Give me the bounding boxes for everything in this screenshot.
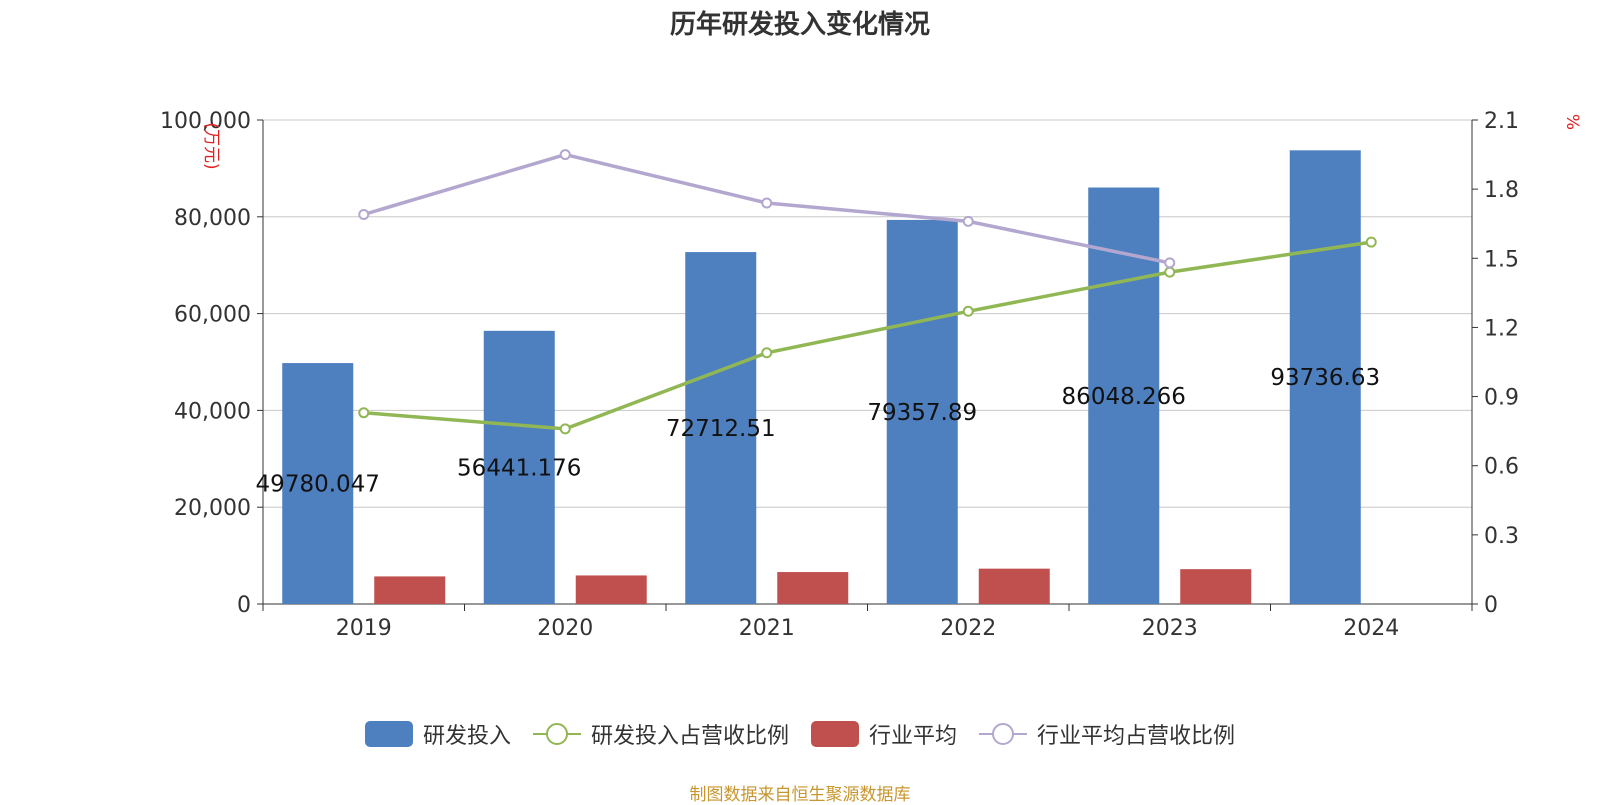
legend-label: 研发投入 <box>422 724 511 749</box>
x-tick-label: 2023 <box>1142 616 1198 641</box>
y-right-unit-label: % <box>1562 114 1582 130</box>
legend-swatch-bar <box>364 721 413 747</box>
x-tick-label: 2021 <box>739 616 795 641</box>
bar-data-label: 49780.047 <box>256 472 380 498</box>
legend-label: 行业平均 <box>869 724 958 749</box>
bar-data-label: 86048.266 <box>1062 384 1186 410</box>
bar-rd-investment <box>886 219 958 604</box>
x-tick-label: 2024 <box>1343 616 1399 641</box>
y-left-unit-label: (万元) <box>201 122 221 169</box>
industry-ratio-line <box>363 152 1171 265</box>
rd-ratio-point <box>559 423 571 435</box>
x-tick-label: 2019 <box>336 616 392 641</box>
rd-ratio-point <box>761 347 773 359</box>
bar-data-label: 56441.176 <box>457 455 581 481</box>
rd-ratio-point <box>1164 266 1176 278</box>
y-right-tick-label: 2.1 <box>1484 109 1519 134</box>
bar-rd-investment <box>282 363 354 604</box>
bar-industry-average <box>978 568 1050 604</box>
y-left-tick-label: 100,000 <box>160 109 251 134</box>
chart-title: 历年研发投入变化情况 <box>669 10 930 40</box>
bar-rd-investment <box>1289 150 1361 605</box>
legend-swatch-bar <box>811 721 859 747</box>
y-right-tick-label: 1.8 <box>1484 178 1519 203</box>
y-right-tick-label: 1.5 <box>1484 247 1519 272</box>
y-left-tick-label: 80,000 <box>174 206 251 231</box>
legend-item[interactable]: 研发投入占营收比例 <box>532 718 789 750</box>
industry-ratio-point <box>559 149 571 161</box>
source-note: 制图数据来自恒生聚源数据库 <box>689 785 911 805</box>
legend-swatch-marker <box>545 723 568 745</box>
rd-ratio-line <box>363 240 1372 431</box>
y-right-tick-label: 0.6 <box>1484 455 1519 480</box>
industry-ratio-point <box>761 197 773 209</box>
chart: 0 20,000 40,000 60,000 80,000 100,000 0 0.3 0.6 0… <box>160 109 1582 641</box>
bar-industry-average <box>575 575 647 604</box>
y-right-tick-label: 1.2 <box>1484 316 1519 341</box>
bar-industry-average <box>374 576 446 604</box>
legend-swatch-line <box>979 723 1028 745</box>
bar-data-label: 72712.51 <box>666 416 776 442</box>
industry-ratio-point <box>358 208 370 220</box>
chart-legend: 研发投入 研发投入占营收比例 行业平均 行业平均占营收比例 <box>0 718 1600 750</box>
legend-swatch-line <box>532 723 581 745</box>
y-right-tick-label: 0 <box>1484 593 1498 618</box>
legend-label: 研发投入占营收比例 <box>590 724 789 749</box>
legend-label: 行业平均占营收比例 <box>1037 724 1236 749</box>
legend-item[interactable]: 研发投入 <box>364 718 511 750</box>
rd-ratio-point <box>358 407 370 419</box>
legend-swatch-marker <box>992 723 1015 745</box>
bar-data-label: 93736.63 <box>1270 365 1380 391</box>
legend-item[interactable]: 行业平均 <box>811 718 957 750</box>
y-left-tick-label: 0 <box>237 593 251 618</box>
industry-ratio-point <box>1164 257 1176 269</box>
bar-rd-investment <box>685 252 757 604</box>
y-right-tick-label: 0.9 <box>1484 386 1519 411</box>
y-left-tick-label: 40,000 <box>174 399 251 424</box>
rd-ratio-point <box>962 305 974 317</box>
bar-data-label: 79357.89 <box>867 400 977 426</box>
industry-ratio-point <box>962 215 974 227</box>
y-left-tick-label: 20,000 <box>174 496 251 521</box>
legend-item[interactable]: 行业平均占营收比例 <box>979 718 1235 750</box>
bar-rd-investment <box>483 330 555 604</box>
bar-industry-average <box>777 572 849 604</box>
bar-industry-average <box>1180 569 1252 604</box>
x-tick-label: 2020 <box>537 616 593 641</box>
rd-ratio-point <box>1365 236 1377 248</box>
x-tick-label: 2022 <box>940 616 996 641</box>
y-left-tick-label: 60,000 <box>174 303 251 328</box>
y-right-tick-label: 0.3 <box>1484 524 1519 549</box>
